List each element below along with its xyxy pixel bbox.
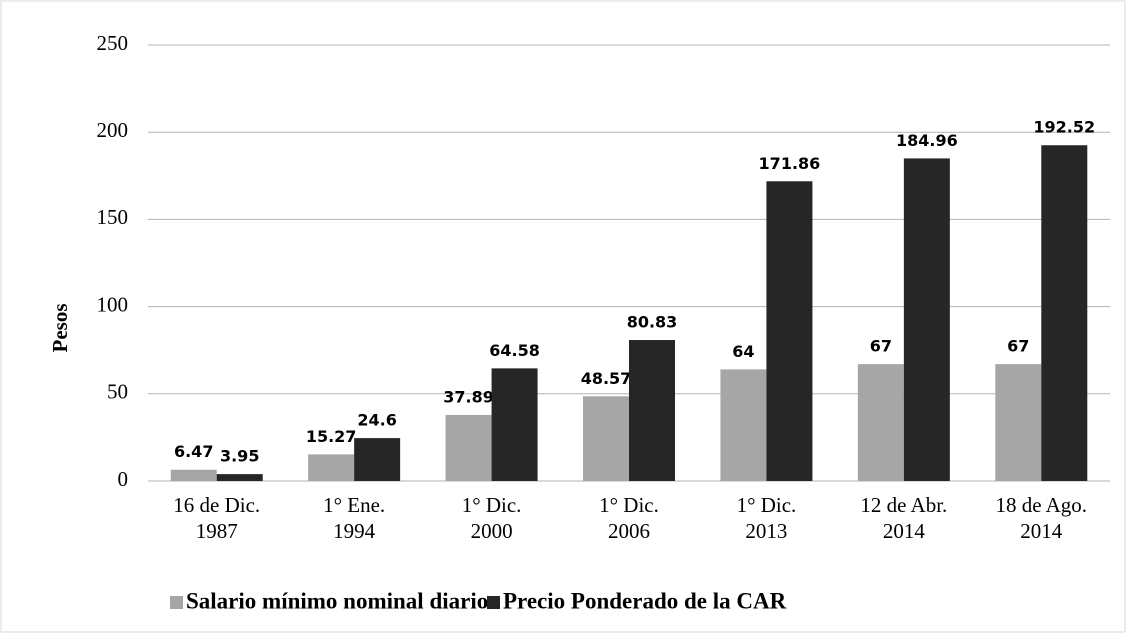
y-tick-label: 50	[107, 380, 128, 404]
x-tick-label: 1° Dic.	[462, 493, 522, 517]
bar	[766, 181, 813, 481]
bar	[629, 340, 675, 481]
x-tick-label: 2006	[608, 519, 650, 543]
value-label: 171.86	[759, 154, 821, 173]
value-label: 80.83	[627, 313, 678, 332]
x-tick-label: 1° Ene.	[323, 493, 385, 517]
bar	[491, 368, 538, 481]
value-label: 6.47	[174, 442, 213, 461]
x-tick-label: 2000	[471, 519, 513, 543]
x-tick-label: 18 de Ago.	[995, 493, 1087, 517]
bar	[170, 469, 217, 481]
legend-label: Salario mínimo nominal diario	[186, 588, 488, 613]
bar	[720, 369, 767, 481]
value-label: 184.96	[896, 131, 958, 150]
y-tick-label: 250	[97, 31, 129, 55]
x-tick-label: 2013	[745, 519, 787, 543]
x-tick-label: 16 de Dic.	[173, 493, 260, 517]
bar	[995, 364, 1042, 481]
y-tick-label: 200	[97, 118, 129, 142]
x-tick-label: 12 de Abr.	[860, 493, 947, 517]
x-tick-label: 1987	[196, 519, 238, 543]
bar	[216, 474, 263, 481]
value-label: 37.89	[443, 387, 494, 406]
y-tick-label: 150	[97, 205, 129, 229]
x-tick-label: 2014	[883, 519, 926, 543]
bar	[308, 454, 355, 481]
value-label: 64	[732, 342, 754, 361]
y-tick-label: 0	[118, 467, 129, 491]
value-label: 3.95	[220, 447, 259, 466]
value-label: 48.57	[581, 369, 632, 388]
bar	[354, 438, 401, 481]
bar	[857, 364, 904, 481]
y-axis-title: Pesos	[48, 304, 72, 353]
legend-swatch	[170, 596, 183, 609]
value-label: 24.6	[357, 411, 396, 430]
value-label: 67	[1007, 337, 1029, 356]
value-label: 15.27	[306, 427, 357, 446]
value-label: 64.58	[489, 341, 540, 360]
legend-label: Precio Ponderado de la CAR	[503, 588, 787, 613]
bar	[583, 396, 629, 481]
x-tick-label: 1994	[333, 519, 376, 543]
value-label: 67	[870, 337, 892, 356]
x-tick-label: 1° Dic.	[599, 493, 659, 517]
x-tick-label: 2014	[1020, 519, 1063, 543]
bar	[445, 414, 492, 481]
x-tick-label: 1° Dic.	[737, 493, 797, 517]
y-tick-label: 100	[97, 292, 129, 316]
value-label: 192.52	[1033, 118, 1095, 137]
bar	[903, 158, 950, 482]
legend-swatch	[487, 596, 500, 609]
bar	[1041, 145, 1088, 481]
